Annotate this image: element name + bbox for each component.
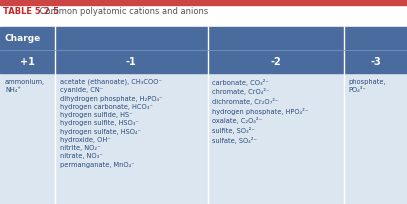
Text: +1: +1 <box>20 57 35 67</box>
Text: ammonium,
NH₄⁺: ammonium, NH₄⁺ <box>5 79 45 93</box>
Text: Common polyatomic cations and anions: Common polyatomic cations and anions <box>37 7 208 16</box>
Bar <box>0 73 407 204</box>
Text: TABLE 5.2.5: TABLE 5.2.5 <box>3 7 59 16</box>
Bar <box>0 27 407 50</box>
Text: -1: -1 <box>126 57 137 67</box>
Text: -2: -2 <box>270 57 281 67</box>
Text: Charge: Charge <box>5 34 41 43</box>
Bar <box>0 0 407 5</box>
Text: carbonate, CO₃²⁻
chromate, CrO₄²⁻
dichromate, Cr₂O₇²⁻
hydrogen phosphate, HPO₄²⁻: carbonate, CO₃²⁻ chromate, CrO₄²⁻ dichro… <box>212 79 309 144</box>
Text: phosphate,
PO₄³⁻: phosphate, PO₄³⁻ <box>349 79 386 93</box>
Text: acetate (ethanoate), CH₃COO⁻
cyanide, CN⁻
dihydrogen phosphate, H₂PO₄⁻
hydrogen : acetate (ethanoate), CH₃COO⁻ cyanide, CN… <box>60 79 162 167</box>
Bar <box>0 50 407 73</box>
Text: -3: -3 <box>370 57 381 67</box>
Bar <box>0 5 407 27</box>
